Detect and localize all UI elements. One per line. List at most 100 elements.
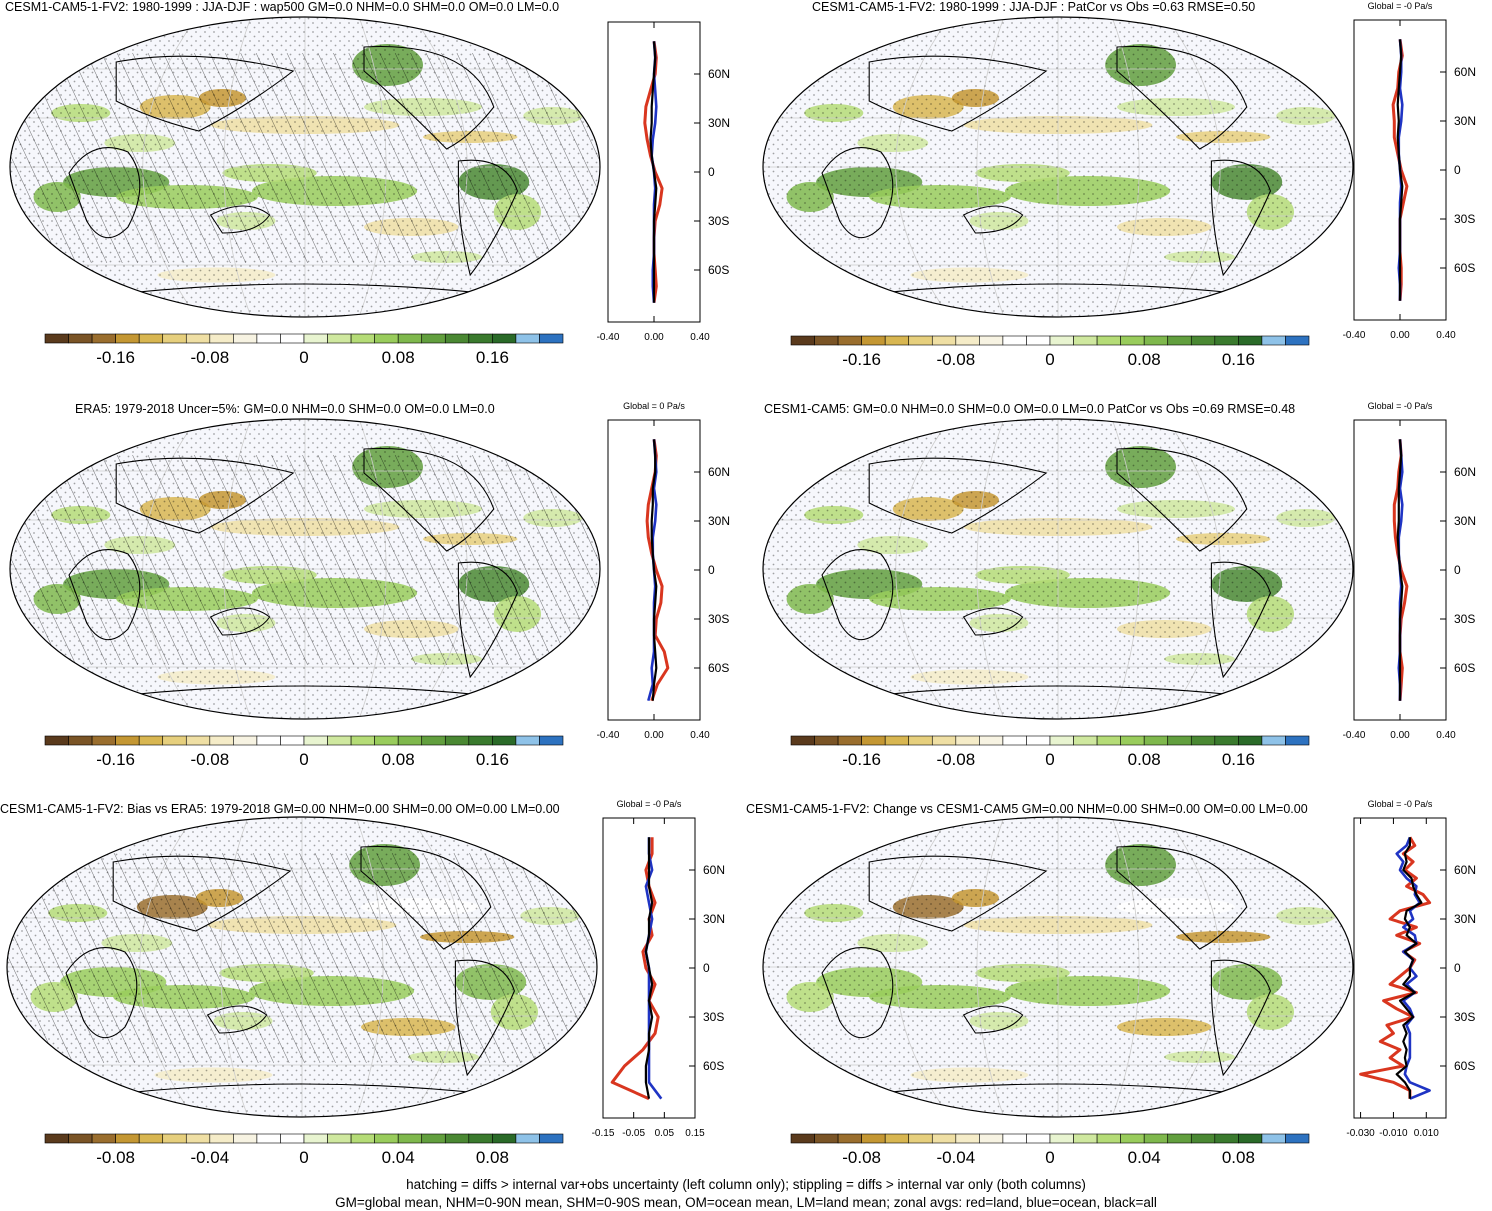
- colorbar-swatch: [115, 735, 140, 746]
- map: [9, 418, 601, 720]
- panel-title: CESM1-CAM5: GM=0.0 NHM=0.0 SHM=0.0 OM=0.…: [764, 402, 1296, 416]
- map-hatching: [10, 53, 600, 263]
- zonal-y-tick-label: 0: [703, 961, 710, 975]
- colorbar-swatch: [44, 735, 69, 746]
- colorbar-tick-label: 0: [1045, 350, 1054, 369]
- zonal-y-tick-label: 60S: [1454, 661, 1475, 675]
- map: [6, 816, 598, 1118]
- zonal-mean-plot: Global = -0 Pa/s -0.40 0.00 0.40 60N 30N 0 30S 6…: [1343, 1, 1476, 341]
- colorbar-swatch: [327, 333, 352, 344]
- colorbar-swatch: [931, 335, 957, 346]
- colorbar-swatch: [280, 1133, 305, 1144]
- colorbar-swatch: [492, 333, 517, 344]
- colorbar-tick-label: -0.16: [842, 750, 881, 769]
- colorbar-swatch: [1049, 1133, 1074, 1144]
- map-border: [6, 816, 598, 1118]
- colorbar-swatch: [1120, 1133, 1145, 1144]
- zonal-mean-plot: Global = -0 Pa/s -0.40 0.00 0.40 60N 30N 0 30S 6…: [1343, 401, 1476, 741]
- colorbar-swatch: [162, 333, 187, 344]
- colorbar-tick-label: -0.16: [96, 348, 135, 367]
- zonal-y-tick-label: 30S: [1454, 1010, 1475, 1024]
- colorbar-tick-label: 0.08: [1128, 350, 1161, 369]
- map-border: [9, 418, 601, 720]
- zonal-y-tick-label: 60N: [703, 863, 725, 877]
- zonal-x-tick-label: -0.010: [1379, 1128, 1408, 1139]
- map-border: [9, 16, 601, 318]
- colorbar: -0.16 -0.08 0 0.08 0.16: [790, 335, 1310, 369]
- colorbar-swatch: [1190, 735, 1216, 746]
- zonal-x-tick-label: 0.00: [1390, 730, 1410, 741]
- zonal-y-tick-label: 60N: [1454, 863, 1476, 877]
- colorbar-swatch: [955, 1133, 980, 1144]
- colorbar-swatch: [1214, 335, 1239, 346]
- zonal-line-all: [1395, 837, 1423, 1099]
- colorbar-swatch: [303, 333, 328, 344]
- panel-model-patcor: CESM1-CAM5-1-FV2: 1980-1999 : JJA-DJF : …: [746, 0, 1492, 400]
- colorbar-swatch: [1285, 1133, 1310, 1144]
- colorbar-swatch: [1073, 335, 1098, 346]
- colorbar-swatch: [91, 1133, 116, 1144]
- colorbar-swatch: [1120, 335, 1145, 346]
- map-field: [10, 419, 600, 719]
- zonal-line-all: [644, 837, 654, 1099]
- colorbar-swatch: [44, 1133, 69, 1144]
- colorbar-swatch: [468, 333, 493, 344]
- colorbar-swatch: [515, 333, 540, 344]
- colorbar-swatch: [162, 1133, 187, 1144]
- map: [762, 16, 1354, 318]
- colorbar-tick-label: 0.16: [476, 348, 509, 367]
- colorbar-swatch: [1120, 735, 1145, 746]
- colorbar-swatch: [1049, 335, 1074, 346]
- colorbar-swatch: [327, 735, 352, 746]
- zonal-line-all: [1396, 39, 1404, 301]
- colorbar-swatch: [68, 735, 93, 746]
- colorbar-swatch: [1214, 735, 1239, 746]
- zonal-y-tick-label: 30S: [708, 612, 729, 626]
- colorbar-tick-label: 0.08: [382, 750, 415, 769]
- colorbar-swatch: [68, 333, 93, 344]
- zonal-mean-plot: Global = 0 Pa/s -0.40 0.00 0.40 60N 30N 0 30S 60…: [597, 401, 730, 741]
- map-stippling: [763, 817, 1353, 1117]
- zonal-x-tick-label: -0.40: [597, 730, 620, 741]
- colorbar-swatch: [280, 333, 305, 344]
- zonal-x-tick-label: 0.00: [644, 332, 664, 342]
- map-field: [763, 817, 1353, 1117]
- colorbar-swatch: [138, 735, 164, 746]
- zonal-title: Global = -0 Pa/s: [617, 799, 682, 809]
- panel-title: CESM1-CAM5-1-FV2: 1980-1999 : JJA-DJF : …: [5, 0, 560, 14]
- zonal-x-tick-label: -0.40: [1343, 730, 1366, 741]
- zonal-y-tick-label: 60S: [1454, 261, 1475, 275]
- zonal-y-tick-label: 60N: [1454, 465, 1476, 479]
- colorbar-swatch: [931, 1133, 957, 1144]
- zonal-line-land: [1359, 836, 1432, 1099]
- zonal-y-tick-label: 0: [1454, 563, 1461, 577]
- zonal-y-tick-label: 30N: [1454, 912, 1476, 926]
- colorbar-swatch: [397, 333, 423, 344]
- colorbar-swatch: [884, 1133, 910, 1144]
- colorbar-swatch: [1096, 1133, 1121, 1144]
- panel-model-difference: CESM1-CAM5-1-FV2: 1980-1999 : JJA-DJF : …: [0, 0, 746, 400]
- zonal-mean-plot: -0.40 0.00 0.40 60N 30N 0 30S 60S: [597, 21, 730, 342]
- colorbar-swatch: [209, 333, 234, 344]
- colorbar-tick-label: 0.16: [1222, 350, 1255, 369]
- colorbar-swatch: [492, 735, 517, 746]
- colorbar-swatch: [861, 1133, 886, 1144]
- colorbar-swatch: [1190, 1133, 1216, 1144]
- colorbar-tick-label: 0.04: [382, 1148, 415, 1167]
- colorbar-swatch: [209, 735, 234, 746]
- panel-title: CESM1-CAM5-1-FV2: Bias vs ERA5: 1979-201…: [0, 802, 560, 816]
- colorbar-swatch: [790, 1133, 815, 1144]
- zonal-x-tick-label: 0.40: [1436, 730, 1456, 741]
- footer-caption-line-1: hatching = diffs > internal var+obs unce…: [406, 1177, 1086, 1192]
- colorbar-swatch: [979, 735, 1004, 746]
- colorbar-tick-label: -0.04: [936, 1148, 975, 1167]
- colorbar-swatch: [468, 1133, 493, 1144]
- colorbar-swatch: [1002, 1133, 1027, 1144]
- colorbar-swatch: [115, 333, 140, 344]
- colorbar-swatch: [1049, 735, 1074, 746]
- zonal-title: Global = -0 Pa/s: [1368, 799, 1433, 809]
- zonal-title: Global = -0 Pa/s: [1368, 401, 1433, 411]
- map-stippling: [763, 17, 1353, 317]
- zonal-y-tick-label: 30N: [708, 514, 730, 528]
- colorbar-tick-label: -0.16: [96, 750, 135, 769]
